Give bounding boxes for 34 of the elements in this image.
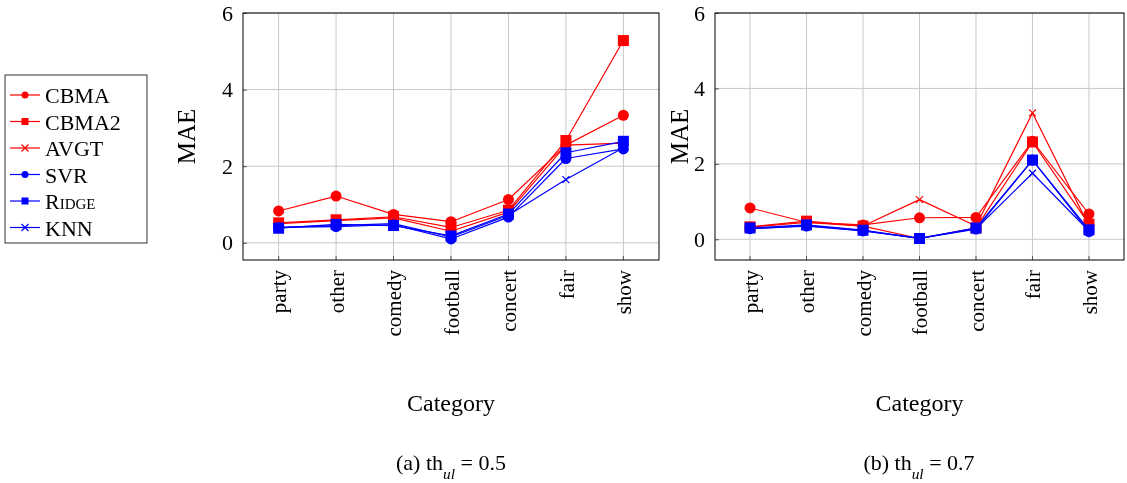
x-tick-label: party xyxy=(738,269,763,314)
y-tick-label: 4 xyxy=(694,75,705,101)
y-tick-label: 0 xyxy=(222,230,233,256)
x-axis-title: Category xyxy=(407,390,495,416)
x-axis-title: Category xyxy=(875,390,964,416)
x-tick-label: comedy xyxy=(382,269,407,337)
legend-label: AVGT xyxy=(45,136,104,161)
legend-label: Ridge xyxy=(45,189,96,214)
x-tick-label: other xyxy=(324,270,349,314)
legend-label: SVR xyxy=(45,162,89,188)
y-tick-label: 6 xyxy=(694,0,705,26)
y-axis-title: MAE xyxy=(666,108,693,165)
y-tick-label: 4 xyxy=(222,77,233,103)
x-tick-label: show xyxy=(1077,269,1102,315)
x-tick-label: concert xyxy=(497,269,522,332)
x-tick-label: comedy xyxy=(851,269,876,337)
y-tick-label: 6 xyxy=(222,0,233,26)
x-tick-label: other xyxy=(795,270,820,314)
x-tick-label: party xyxy=(267,269,292,314)
legend-label: CBMA2 xyxy=(45,109,121,135)
x-tick-label: show xyxy=(612,269,637,315)
legend-label: CBMA xyxy=(45,83,110,108)
y-tick-label: 0 xyxy=(694,226,705,252)
x-tick-label: football xyxy=(908,269,933,336)
x-tick-label: fair xyxy=(1021,270,1046,300)
legend-label: KNN xyxy=(45,215,93,241)
x-tick-label: football xyxy=(439,269,464,336)
text: (b) th$_{ul}$ = 0.7 xyxy=(863,450,975,482)
x-tick-label: concert xyxy=(964,269,989,332)
text: (a) th$_{ul}$ = 0.5 xyxy=(396,450,506,482)
y-axis-title: MAE xyxy=(173,108,200,165)
y-tick-label: 2 xyxy=(694,151,705,177)
x-tick-label: fair xyxy=(554,270,579,300)
y-tick-label: 2 xyxy=(222,153,233,179)
